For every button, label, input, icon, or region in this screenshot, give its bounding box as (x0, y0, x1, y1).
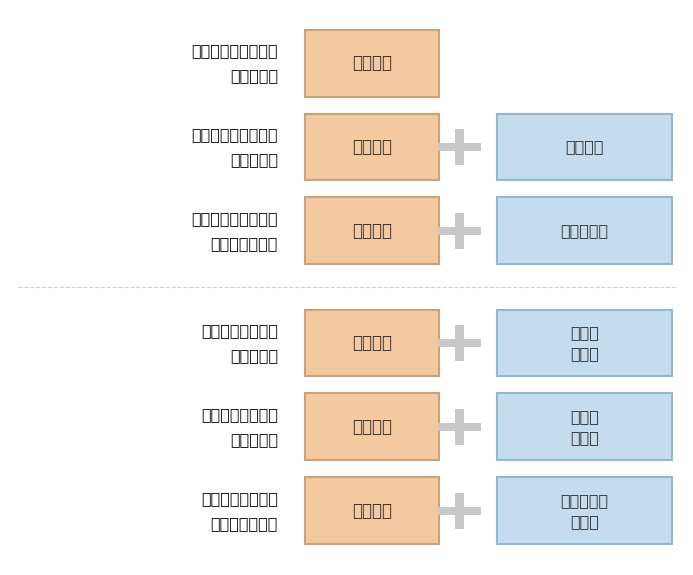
Text: 指定席
特急券: 指定席 特急券 (570, 409, 599, 445)
Text: 自由席
特急券: 自由席 特急券 (570, 325, 599, 361)
Text: （グリーン席）: （グリーン席） (211, 236, 278, 251)
Text: 新幹線・特急列車: 新幹線・特急列車 (201, 491, 278, 506)
FancyBboxPatch shape (455, 129, 464, 165)
Text: 週末パス: 週末パス (352, 54, 392, 72)
FancyBboxPatch shape (306, 393, 439, 461)
Text: （自由席）: （自由席） (230, 68, 278, 83)
FancyBboxPatch shape (455, 325, 464, 361)
FancyBboxPatch shape (455, 409, 464, 445)
Text: 普通列車・快速列車: 普通列車・快速列車 (191, 43, 278, 58)
Text: （自由席）: （自由席） (230, 348, 278, 363)
FancyBboxPatch shape (306, 113, 439, 181)
FancyBboxPatch shape (437, 423, 482, 431)
Text: 普通列車・快速列車: 普通列車・快速列車 (191, 127, 278, 142)
FancyBboxPatch shape (306, 477, 439, 544)
Text: 週末パス: 週末パス (352, 502, 392, 520)
FancyBboxPatch shape (437, 507, 482, 515)
FancyBboxPatch shape (306, 309, 439, 377)
FancyBboxPatch shape (437, 143, 482, 151)
FancyBboxPatch shape (306, 30, 439, 97)
FancyBboxPatch shape (497, 477, 672, 544)
FancyBboxPatch shape (497, 393, 672, 461)
Text: （グリーン席）: （グリーン席） (211, 516, 278, 531)
FancyBboxPatch shape (455, 493, 464, 529)
FancyBboxPatch shape (497, 309, 672, 377)
Text: 週末パス: 週末パス (352, 222, 392, 240)
Text: 週末パス: 週末パス (352, 334, 392, 352)
FancyBboxPatch shape (437, 339, 482, 347)
FancyBboxPatch shape (497, 113, 672, 181)
Text: 週末パス: 週末パス (352, 418, 392, 436)
Text: 新幹線・特急列車: 新幹線・特急列車 (201, 407, 278, 422)
Text: 普通列車・快速列車: 普通列車・快速列車 (191, 211, 278, 226)
Text: グリーン券
特急券: グリーン券 特急券 (561, 493, 608, 529)
Text: （指定席）: （指定席） (230, 432, 278, 447)
FancyBboxPatch shape (306, 197, 439, 264)
FancyBboxPatch shape (437, 227, 482, 235)
Text: 指定席券: 指定席券 (565, 140, 604, 155)
Text: （指定席）: （指定席） (230, 152, 278, 167)
FancyBboxPatch shape (497, 197, 672, 264)
Text: グリーン券: グリーン券 (561, 223, 608, 238)
Text: 週末パス: 週末パス (352, 138, 392, 156)
Text: 新幹線・特急列車: 新幹線・特急列車 (201, 323, 278, 338)
FancyBboxPatch shape (455, 213, 464, 249)
